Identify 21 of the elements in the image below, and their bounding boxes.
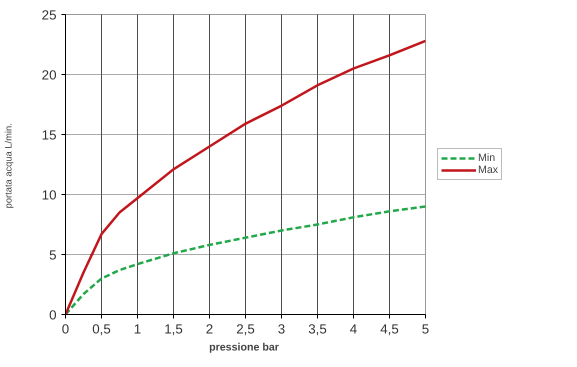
y-tick-label: 0	[49, 308, 57, 322]
x-tick-label: 4	[350, 322, 358, 336]
y-tick-label: 15	[42, 128, 57, 142]
y-tick-label: 20	[42, 68, 57, 82]
x-tick-label: 0	[62, 322, 70, 336]
y-tick-label: 25	[42, 8, 57, 22]
x-tick-label: 2,5	[236, 322, 255, 336]
x-tick-label: 4,5	[380, 322, 399, 336]
legend-label: Min	[478, 152, 496, 164]
x-tick-label: 0,5	[92, 322, 111, 336]
x-tick-label: 5	[422, 322, 430, 336]
x-axis-title: pressione bar	[209, 342, 279, 354]
y-axis-title: portata acqua L/min.	[4, 123, 14, 208]
y-tick-label: 5	[49, 248, 57, 262]
legend-label: Max	[478, 164, 498, 176]
x-tick-label: 3	[278, 322, 286, 336]
y-tick-label: 10	[42, 188, 57, 202]
x-tick-label: 1,5	[164, 322, 183, 336]
x-tick-label: 1	[134, 322, 142, 336]
x-tick-label: 3,5	[308, 322, 327, 336]
x-tick-label: 2	[206, 322, 214, 336]
